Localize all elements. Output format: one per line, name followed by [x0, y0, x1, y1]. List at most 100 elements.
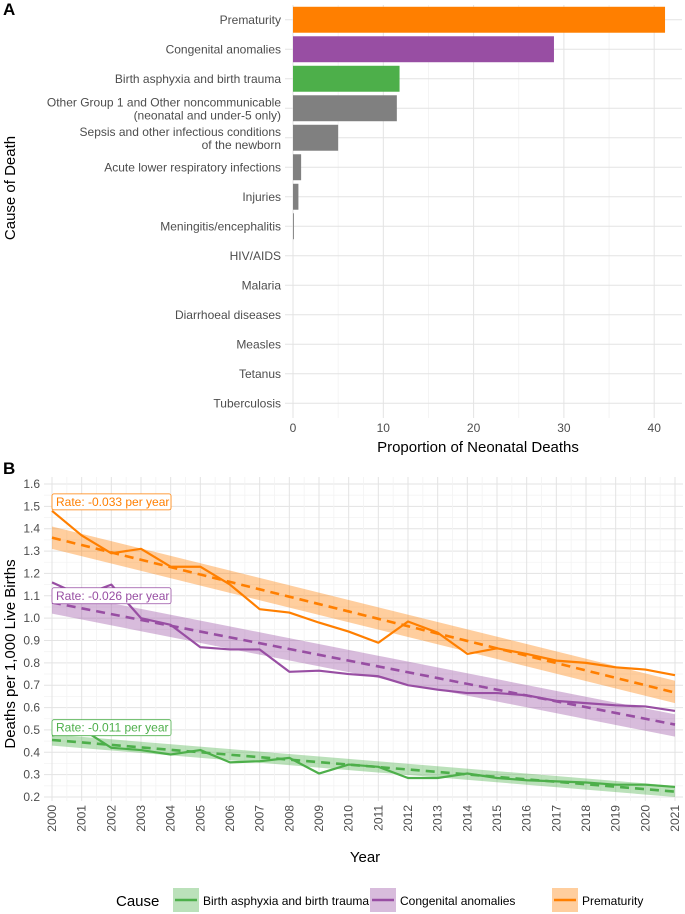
panel-b-series-lines — [51, 509, 676, 789]
legend: Cause Birth asphyxia and birth trauma Con… — [116, 888, 643, 912]
x-tick-label: 2021 — [668, 805, 682, 832]
x-tick-label: 2011 — [371, 805, 385, 831]
rate-label-text: Rate: -0.011 per year — [56, 721, 169, 735]
category-label-line: (neonatal and under-5 only) — [134, 108, 281, 122]
category-label-meningitis-encephalitis: Meningitis/encephalitis — [160, 219, 281, 233]
y-tick-label: 0.9 — [23, 634, 40, 648]
x-tick-label: 2001 — [75, 805, 89, 832]
y-tick-label: 1.1 — [23, 589, 40, 603]
rate-label-box — [51, 587, 172, 605]
x-tick-label: 2006 — [223, 805, 237, 832]
category-label-congenital-anomalies: Congenital anomalies — [166, 42, 281, 56]
panel-b-trend-lines — [51, 536, 676, 793]
x-tick-label: 2019 — [609, 805, 623, 832]
x-tick-label: 2005 — [193, 805, 207, 832]
bar-sepsis-and-other-infectious-conditions-of-the-newborn — [293, 124, 339, 151]
legend-item-congenital-anomalies: Congenital anomalies — [370, 888, 515, 912]
x-tick-label: 2003 — [134, 805, 148, 832]
bar-congenital-anomalies — [293, 36, 554, 63]
legend-title: Cause — [116, 893, 159, 910]
category-label-line: Sepsis and other infectious conditions — [80, 125, 281, 139]
x-tick-label: 10 — [377, 421, 391, 435]
x-tick-label: 2020 — [638, 805, 652, 832]
y-tick-label: 1.6 — [23, 477, 40, 491]
y-tick-label: 0.6 — [23, 701, 40, 715]
bar-other-group-1-and-other-noncommunicable-neonatal-and-under-5-only — [293, 95, 397, 122]
x-tick-label: 30 — [557, 421, 571, 435]
category-label-other-group-1-and-other-noncommunicable-neonatal-and-under-5-only: Other Group 1 and Other noncommunicable(… — [47, 95, 281, 122]
y-tick-label: 1.0 — [23, 611, 40, 625]
rate-label-congenital-anomalies: Rate: -0.026 per year — [51, 587, 172, 605]
x-tick-label: 2014 — [460, 805, 474, 832]
y-tick-label: 0.4 — [23, 745, 40, 759]
series-line-congenital-anomalies — [51, 581, 676, 713]
bar-meningitis-encephalitis — [293, 213, 294, 240]
panel-label-a: A — [3, 0, 15, 19]
x-tick-label: 2012 — [401, 805, 415, 832]
series-line-birth-asphyxia-and-birth-trauma — [51, 727, 676, 789]
x-tick-label: 2009 — [312, 805, 326, 832]
x-tick-label: 2004 — [164, 805, 178, 832]
y-tick-label: 0.7 — [23, 678, 40, 692]
panel-a-bars — [293, 6, 666, 240]
x-tick-label: 2000 — [45, 805, 59, 832]
panel-b-y-axis-title: Deaths per 1,000 Live Births — [2, 559, 19, 748]
y-tick-label: 0.8 — [23, 656, 40, 670]
x-tick-label: 2002 — [104, 805, 118, 832]
category-label-tetanus: Tetanus — [239, 367, 281, 381]
bar-birth-asphyxia-and-birth-trauma — [293, 65, 400, 92]
x-tick-label: 2008 — [282, 805, 296, 832]
panel-a-x-axis-title: Proportion of Neonatal Deaths — [377, 439, 579, 456]
panel-b-x-tick-labels: 2000 2001 2002 2003 2004 2005 2006 2007 2008 2009… — [45, 805, 682, 832]
category-label-prematurity: Prematurity — [220, 13, 281, 27]
rate-label-box — [51, 493, 172, 511]
trend-line-congenital-anomalies — [51, 601, 676, 726]
y-tick-label: 1.5 — [23, 499, 40, 513]
rate-label-prematurity: Rate: -0.033 per year — [51, 493, 172, 511]
x-tick-label: 2016 — [520, 805, 534, 832]
category-label-line: Other Group 1 and Other noncommunicable — [47, 95, 281, 109]
panel-b-y-tick-labels: 0.2 0.3 0.4 0.5 0.6 0.7 0.8 0.9 1.0 1.1 1.2 1.3 1.4 1… — [23, 477, 40, 804]
rate-label-box — [51, 719, 172, 737]
x-tick-label: 40 — [648, 421, 662, 435]
y-tick-label: 0.2 — [23, 790, 40, 804]
x-tick-label: 0 — [290, 421, 297, 435]
panel-a-bar-chart: A Prematurity Congenital anomalies Birth a… — [2, 0, 682, 456]
legend-item-prematurity: Prematurity — [552, 888, 643, 912]
category-label-hiv-aids: HIV/AIDS — [230, 249, 281, 263]
bar-injuries — [293, 183, 299, 210]
rate-label-birth-asphyxia-and-birth-trauma: Rate: -0.011 per year — [51, 719, 172, 737]
x-tick-label: 2013 — [431, 805, 445, 832]
panel-a-x-tick-labels: 0 10 20 30 40 — [290, 421, 662, 435]
x-tick-label: 2015 — [490, 805, 504, 832]
panel-a-y-axis-title: Cause of Death — [2, 136, 19, 240]
category-label-line: of the newborn — [202, 138, 281, 152]
category-label-injuries: Injuries — [242, 190, 281, 204]
panel-b-x-axis-title: Year — [350, 849, 380, 866]
x-tick-label: 2010 — [342, 805, 356, 832]
panel-label-b: B — [3, 459, 15, 478]
legend-label-congenital-anomalies: Congenital anomalies — [400, 894, 515, 908]
category-label-sepsis-and-other-infectious-conditions-of-the-newborn: Sepsis and other infectious conditions of… — [80, 125, 281, 152]
panel-b-gridlines — [44, 477, 683, 801]
x-tick-label: 2018 — [579, 805, 593, 832]
trend-line-prematurity — [51, 536, 676, 694]
legend-label-birth-asphyxia-and-birth-trauma: Birth asphyxia and birth trauma — [203, 894, 369, 908]
y-tick-label: 0.5 — [23, 723, 40, 737]
rate-label-text: Rate: -0.033 per year — [56, 495, 169, 509]
rate-label-text: Rate: -0.026 per year — [56, 589, 169, 603]
series-line-prematurity — [51, 509, 676, 677]
bar-prematurity — [293, 6, 666, 33]
x-tick-label: 2017 — [549, 805, 563, 832]
y-tick-label: 1.2 — [23, 566, 40, 580]
y-tick-label: 1.4 — [23, 522, 40, 536]
bar-acute-lower-respiratory-infections — [293, 154, 302, 181]
category-label-birth-asphyxia-and-birth-trauma: Birth asphyxia and birth trauma — [115, 72, 281, 86]
category-label-acute-lower-respiratory-infections: Acute lower respiratory infections — [104, 160, 281, 174]
category-label-tuberculosis: Tuberculosis — [213, 396, 281, 410]
legend-item-birth-asphyxia-and-birth-trauma: Birth asphyxia and birth trauma — [173, 888, 369, 912]
category-label-diarrhoeal-diseases: Diarrhoeal diseases — [175, 308, 281, 322]
panel-b-line-chart: B Rate: -0.033 per year Rate: -0.026 per … — [2, 459, 683, 912]
y-tick-label: 1.3 — [23, 544, 40, 558]
